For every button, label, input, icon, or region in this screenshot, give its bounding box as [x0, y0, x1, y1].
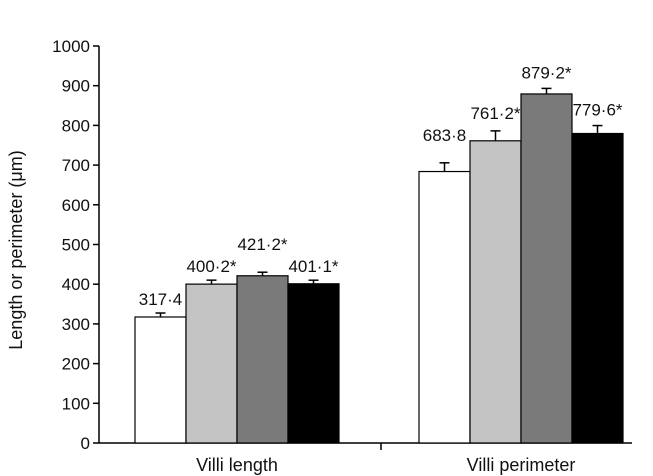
axes: 0 100 200 300 400 500 600 700 800 900 1000 Villi le…: [52, 37, 632, 475]
bar: [571, 132, 624, 444]
x-category-label: Villi length: [196, 455, 278, 475]
data-label: 879·2*: [521, 63, 571, 82]
y-axis-title: Length or perimeter (μm): [6, 150, 26, 349]
y-tick-label: 200: [62, 355, 90, 374]
data-label: 421·2*: [237, 235, 287, 254]
bar: [287, 283, 340, 444]
data-label: 761·2*: [470, 104, 520, 123]
data-label: 317·4: [139, 290, 182, 309]
data-label: 683·8: [423, 126, 466, 145]
bar: [134, 316, 187, 444]
y-tick-label: 1000: [52, 37, 90, 56]
data-label: 400·2*: [186, 257, 236, 276]
y-tick-label: 100: [62, 394, 90, 413]
data-label: 401·1*: [288, 257, 338, 276]
x-category-label: Villi perimeter: [467, 455, 576, 475]
y-tick-label: 600: [62, 196, 90, 215]
bar: [520, 93, 573, 444]
bar: [185, 283, 238, 444]
bar: [469, 140, 522, 444]
y-tick-label: 0: [81, 434, 90, 453]
bar: [418, 170, 471, 444]
y-tick-label: 300: [62, 315, 90, 334]
bar: [236, 275, 289, 444]
y-tick-label: 700: [62, 156, 90, 175]
y-tick-label: 500: [62, 236, 90, 255]
y-tick-label: 400: [62, 275, 90, 294]
y-tick-label: 800: [62, 116, 90, 135]
bars: [134, 87, 624, 444]
y-tick-label: 900: [62, 77, 90, 96]
data-label: 779·6*: [572, 101, 622, 120]
